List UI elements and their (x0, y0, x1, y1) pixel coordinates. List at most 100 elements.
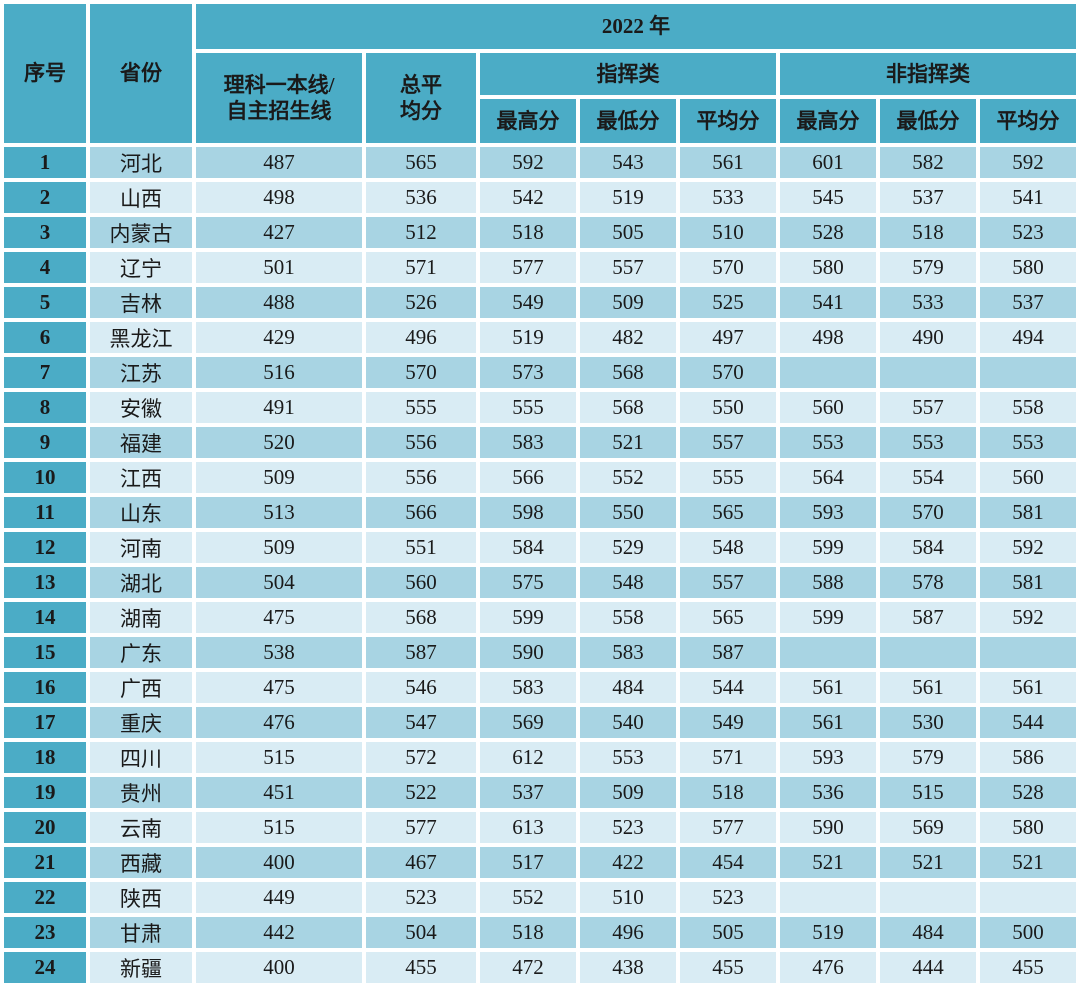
cmd-max-cell: 575 (480, 567, 576, 598)
noncmd-min-cell: 521 (880, 847, 976, 878)
total-avg-cell: 551 (366, 532, 476, 563)
cmd-avg-cell: 557 (680, 427, 776, 458)
noncmd-min-cell (880, 357, 976, 388)
cmd-min-cell: 558 (580, 602, 676, 633)
row-index-cell: 9 (4, 427, 86, 458)
science-line-cell: 509 (196, 462, 362, 493)
header-noncmd-max: 最高分 (780, 99, 876, 143)
cmd-avg-cell: 561 (680, 147, 776, 178)
noncmd-avg-cell: 581 (980, 497, 1076, 528)
noncmd-min-cell: 533 (880, 287, 976, 318)
science-line-cell: 515 (196, 812, 362, 843)
row-index-cell: 2 (4, 182, 86, 213)
cmd-avg-cell: 518 (680, 777, 776, 808)
cmd-min-cell: 529 (580, 532, 676, 563)
cmd-min-cell: 568 (580, 357, 676, 388)
noncmd-avg-cell: 455 (980, 952, 1076, 983)
cmd-avg-cell: 525 (680, 287, 776, 318)
noncmd-min-cell: 484 (880, 917, 976, 948)
noncmd-min-cell: 561 (880, 672, 976, 703)
total-avg-cell: 587 (366, 637, 476, 668)
total-avg-cell: 546 (366, 672, 476, 703)
noncmd-avg-cell: 537 (980, 287, 1076, 318)
table-row: 20 云南 515 577 613 523 577 590 569 580 (4, 812, 1076, 843)
province-cell: 贵州 (90, 777, 192, 808)
noncmd-max-cell: 561 (780, 672, 876, 703)
row-index-cell: 22 (4, 882, 86, 913)
cmd-min-cell: 509 (580, 287, 676, 318)
total-avg-cell: 556 (366, 427, 476, 458)
total-avg-cell: 565 (366, 147, 476, 178)
science-line-cell: 516 (196, 357, 362, 388)
noncmd-min-cell: 518 (880, 217, 976, 248)
noncmd-avg-cell: 586 (980, 742, 1076, 773)
noncmd-max-cell: 580 (780, 252, 876, 283)
row-index-cell: 17 (4, 707, 86, 738)
cmd-avg-cell: 548 (680, 532, 776, 563)
cmd-avg-cell: 454 (680, 847, 776, 878)
noncmd-max-cell: 564 (780, 462, 876, 493)
cmd-min-cell: 543 (580, 147, 676, 178)
noncmd-min-cell: 569 (880, 812, 976, 843)
table-row: 18 四川 515 572 612 553 571 593 579 586 (4, 742, 1076, 773)
table-row: 17 重庆 476 547 569 540 549 561 530 544 (4, 707, 1076, 738)
noncmd-max-cell: 599 (780, 602, 876, 633)
science-line-cell: 538 (196, 637, 362, 668)
cmd-max-cell: 472 (480, 952, 576, 983)
science-line-cell: 504 (196, 567, 362, 598)
cmd-avg-cell: 565 (680, 497, 776, 528)
noncmd-avg-cell: 544 (980, 707, 1076, 738)
total-avg-cell: 522 (366, 777, 476, 808)
noncmd-max-cell (780, 637, 876, 668)
province-cell: 云南 (90, 812, 192, 843)
noncmd-avg-cell: 521 (980, 847, 1076, 878)
cmd-max-cell: 555 (480, 392, 576, 423)
cmd-min-cell: 422 (580, 847, 676, 878)
science-line-cell: 515 (196, 742, 362, 773)
noncmd-min-cell: 557 (880, 392, 976, 423)
noncmd-min-cell: 553 (880, 427, 976, 458)
row-index-cell: 15 (4, 637, 86, 668)
row-index-cell: 13 (4, 567, 86, 598)
province-cell: 甘肃 (90, 917, 192, 948)
noncmd-avg-cell: 528 (980, 777, 1076, 808)
science-line-cell: 400 (196, 952, 362, 983)
noncmd-max-cell: 561 (780, 707, 876, 738)
table-row: 10 江西 509 556 566 552 555 564 554 560 (4, 462, 1076, 493)
table-body: 1 河北 487 565 592 543 561 601 582 592 2 山西 498 536 542 5… (4, 147, 1076, 983)
cmd-avg-cell: 565 (680, 602, 776, 633)
row-index-cell: 21 (4, 847, 86, 878)
province-cell: 西藏 (90, 847, 192, 878)
table-row: 13 湖北 504 560 575 548 557 588 578 581 (4, 567, 1076, 598)
row-index-cell: 8 (4, 392, 86, 423)
noncmd-avg-cell: 592 (980, 532, 1076, 563)
noncmd-min-cell: 515 (880, 777, 976, 808)
noncmd-avg-cell: 500 (980, 917, 1076, 948)
science-line-cell: 451 (196, 777, 362, 808)
cmd-min-cell: 438 (580, 952, 676, 983)
noncmd-min-cell: 554 (880, 462, 976, 493)
cmd-avg-cell: 505 (680, 917, 776, 948)
noncmd-avg-cell (980, 637, 1076, 668)
science-line-cell: 427 (196, 217, 362, 248)
science-line-cell: 520 (196, 427, 362, 458)
science-line-cell: 400 (196, 847, 362, 878)
noncmd-max-cell: 541 (780, 287, 876, 318)
science-line-cell: 476 (196, 707, 362, 738)
science-line-cell: 429 (196, 322, 362, 353)
science-line-cell: 487 (196, 147, 362, 178)
cmd-avg-cell: 510 (680, 217, 776, 248)
cmd-min-cell: 550 (580, 497, 676, 528)
province-cell: 湖南 (90, 602, 192, 633)
science-line-cell: 475 (196, 672, 362, 703)
cmd-max-cell: 537 (480, 777, 576, 808)
cmd-avg-cell: 555 (680, 462, 776, 493)
cmd-max-cell: 592 (480, 147, 576, 178)
table-row: 21 西藏 400 467 517 422 454 521 521 521 (4, 847, 1076, 878)
noncmd-max-cell: 498 (780, 322, 876, 353)
table-header: 序号 省份 2022 年 理科一本线/ 自主招生线 总平 均分 指挥类 非指挥类… (4, 4, 1076, 143)
noncmd-max-cell: 560 (780, 392, 876, 423)
total-avg-cell: 556 (366, 462, 476, 493)
cmd-avg-cell: 497 (680, 322, 776, 353)
total-avg-cell: 571 (366, 252, 476, 283)
